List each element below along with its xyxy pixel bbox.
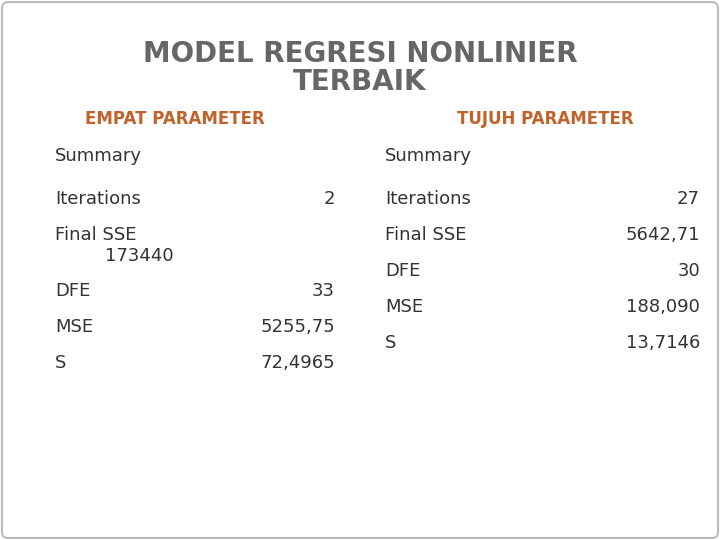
Text: 33: 33: [312, 282, 335, 300]
Text: MSE: MSE: [385, 298, 423, 316]
Text: TERBAIK: TERBAIK: [293, 68, 427, 96]
Text: TUJUH PARAMETER: TUJUH PARAMETER: [456, 110, 634, 128]
Text: Summary: Summary: [385, 147, 472, 165]
Text: Final SSE: Final SSE: [385, 226, 467, 244]
Text: 2: 2: [323, 190, 335, 208]
Text: 5642,71: 5642,71: [626, 226, 700, 244]
Text: 188,090: 188,090: [626, 298, 700, 316]
Text: 30: 30: [678, 262, 700, 280]
Text: Iterations: Iterations: [385, 190, 471, 208]
Text: 72,4965: 72,4965: [261, 354, 335, 372]
Text: MODEL REGRESI NONLINIER: MODEL REGRESI NONLINIER: [143, 40, 577, 68]
Text: MSE: MSE: [55, 318, 93, 336]
Text: DFE: DFE: [55, 282, 91, 300]
Text: EMPAT PARAMETER: EMPAT PARAMETER: [85, 110, 265, 128]
Text: Summary: Summary: [55, 147, 142, 165]
Text: 173440: 173440: [105, 247, 174, 265]
Text: Final SSE: Final SSE: [55, 226, 137, 244]
Text: S: S: [55, 354, 66, 372]
Text: 5255,75: 5255,75: [260, 318, 335, 336]
Text: 27: 27: [677, 190, 700, 208]
Text: Iterations: Iterations: [55, 190, 141, 208]
Text: S: S: [385, 334, 397, 352]
Text: DFE: DFE: [385, 262, 420, 280]
Text: 13,7146: 13,7146: [626, 334, 700, 352]
